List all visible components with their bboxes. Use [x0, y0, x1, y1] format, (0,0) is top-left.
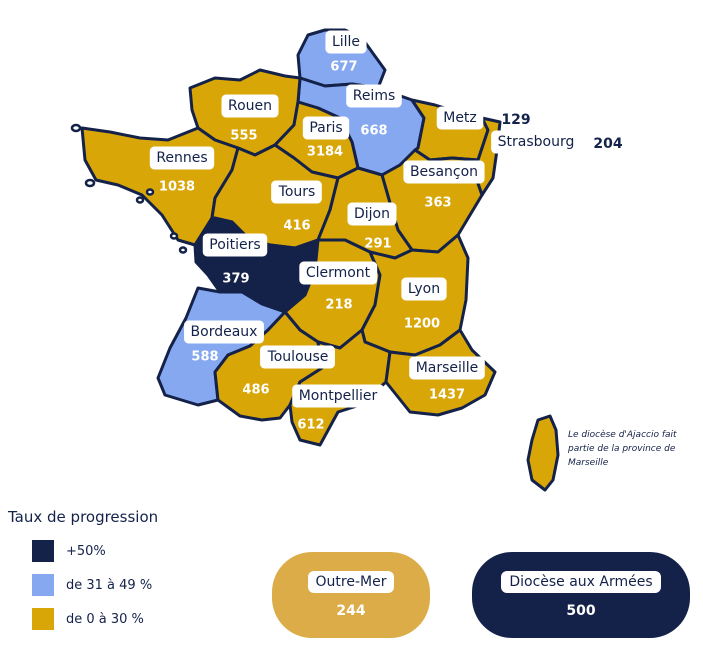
legend-swatch-dark: [32, 540, 54, 562]
region-name-clermont: Clermont: [306, 265, 371, 281]
region-name-box-dijon: [347, 202, 397, 226]
region-name-reims: Reims: [353, 88, 396, 104]
outre-mer-label: Outre-Mer: [307, 571, 395, 593]
region-value-clermont: 218: [325, 298, 352, 313]
region-value-metz: 129: [501, 112, 530, 128]
region-name-box-rouen: [221, 94, 279, 118]
legend-label-gold: de 0 à 30 %: [66, 611, 144, 627]
region-label-reims: Reims 668: [346, 84, 402, 139]
region-name-lyon: Lyon: [408, 281, 440, 297]
region-name-tours: Tours: [278, 184, 316, 200]
region-label-tours: Tours 416: [271, 180, 322, 234]
armees-value: 500: [566, 603, 596, 619]
legend-title: Taux de progression: [8, 508, 159, 526]
region-name-bordeaux: Bordeaux: [191, 324, 258, 340]
region-value-paris: 3184: [307, 145, 343, 160]
region-value-marseille: 1437: [429, 388, 465, 403]
region-name-box-clermont: [299, 261, 378, 285]
region-name-montpellier: Montpellier: [299, 388, 378, 404]
region-name-besancon: Besançon: [410, 164, 478, 180]
region-value-bordeaux: 588: [191, 350, 218, 365]
region-value-tours: 416: [283, 219, 310, 234]
region-name-box-metz: [436, 106, 484, 130]
legend-label-dark: +50%: [66, 543, 106, 559]
region-name-box-tours: [271, 180, 322, 204]
region-label-clermont: Clermont 218: [299, 261, 378, 313]
region-label-marseille: Marseille 1437: [409, 356, 485, 403]
region-label-paris: Paris 3184: [302, 116, 350, 160]
region-name-strasbourg: Strasbourg: [498, 134, 575, 150]
region-label-toulouse: Toulouse 486: [242, 345, 335, 398]
outre-mer-value: 244: [336, 603, 366, 619]
region-corsica[interactable]: [526, 414, 560, 492]
region-name-toulouse: Toulouse: [267, 349, 329, 365]
region-value-lille: 677: [330, 60, 357, 75]
region-name-box-poitiers: [202, 233, 268, 257]
legend-label-light: de 31 à 49 %: [66, 577, 153, 593]
legend-swatch-light: [32, 574, 54, 596]
region-name-box-reims: [346, 84, 402, 108]
armees-card[interactable]: Diocèse aux Armées 500: [472, 552, 690, 638]
region-value-rouen: 555: [230, 129, 257, 144]
region-name-box-paris: [302, 116, 350, 140]
region-value-strasbourg: 204: [593, 136, 622, 152]
region-name-box-montpellier: [292, 384, 385, 408]
region-value-reims: 668: [360, 124, 387, 139]
corsica-note: Le diocèse d'Ajaccio fait partie de la p…: [568, 430, 677, 468]
armees-label: Diocèse aux Armées: [501, 571, 661, 593]
region-label-lyon: Lyon 1200: [401, 277, 447, 332]
region-value-besancon: 363: [424, 196, 451, 211]
region-label-rouen: Rouen 555: [221, 94, 279, 144]
region-name-paris: Paris: [309, 120, 342, 136]
legend-item-dark: +50%: [32, 540, 158, 562]
region-name-box-marseille: [409, 356, 485, 380]
region-name-rouen: Rouen: [228, 98, 272, 114]
region-name-poitiers: Poitiers: [209, 237, 260, 253]
region-value-toulouse: 486: [242, 383, 269, 398]
legend: Taux de progression +50% de 31 à 49 % de…: [8, 508, 158, 642]
coastal-islets: [70, 123, 188, 254]
region-label-lille: Lille 677: [325, 30, 367, 75]
region-label-metz: Metz 129: [436, 106, 531, 130]
region-label-dijon: Dijon 291: [347, 202, 397, 252]
region-value-lyon: 1200: [404, 317, 440, 332]
legend-swatch-gold: [32, 608, 54, 630]
region-name-box-lille: [325, 30, 367, 54]
region-label-strasbourg: Strasbourg 204: [491, 130, 623, 154]
region-value-rennes: 1038: [159, 180, 195, 195]
region-name-box-toulouse: [260, 345, 335, 369]
region-name-box-besancon: [403, 160, 485, 184]
legend-item-gold: de 0 à 30 %: [32, 608, 158, 630]
region-label-rennes: Rennes 1038: [149, 146, 215, 195]
outre-mer-card[interactable]: Outre-Mer 244: [272, 552, 430, 638]
region-label-montpellier: Montpellier 612: [292, 384, 385, 433]
region-value-poitiers: 379: [222, 272, 249, 287]
region-name-marseille: Marseille: [416, 360, 479, 376]
region-name-rennes: Rennes: [156, 150, 207, 166]
region-value-montpellier: 612: [297, 418, 324, 433]
region-name-box-lyon: [401, 277, 447, 301]
legend-item-light: de 31 à 49 %: [32, 574, 158, 596]
region-value-dijon: 291: [364, 237, 391, 252]
region-name-dijon: Dijon: [354, 206, 390, 222]
region-name-metz: Metz: [443, 110, 477, 126]
region-name-box-rennes: [149, 146, 215, 170]
region-label-besancon: Besançon 363: [403, 160, 485, 211]
region-name-box-bordeaux: [184, 320, 264, 344]
region-label-poitiers: Poitiers 379: [202, 233, 268, 287]
region-name-box-strasbourg: [491, 130, 581, 154]
region-label-bordeaux: Bordeaux 588: [184, 320, 264, 365]
region-name-lille: Lille: [332, 34, 360, 50]
